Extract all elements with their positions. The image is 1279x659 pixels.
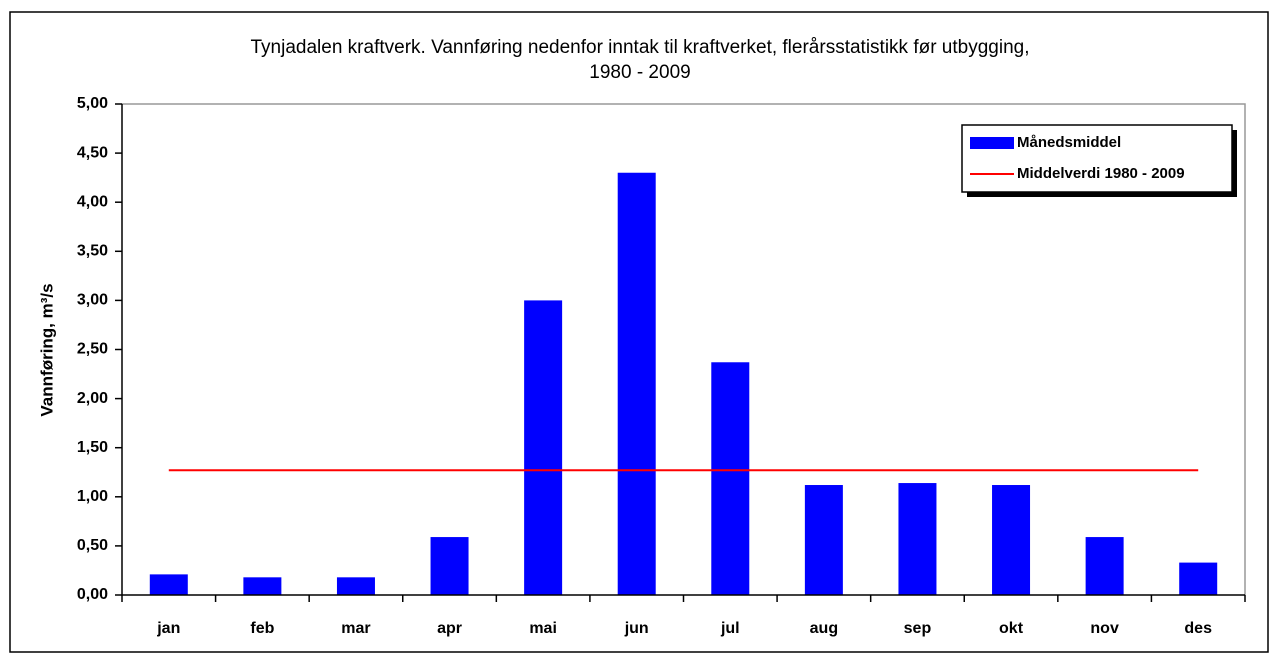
y-tick-label: 4,50	[77, 144, 108, 161]
x-tick-label: mar	[341, 620, 370, 637]
x-tick-label: nov	[1090, 620, 1119, 637]
y-tick-label: 4,00	[77, 193, 108, 210]
x-tick-label: okt	[999, 620, 1024, 637]
bar	[149, 574, 188, 595]
y-tick-label: 2,00	[77, 390, 108, 407]
y-tick-label: 0,50	[77, 537, 108, 554]
x-tick-label: aug	[810, 620, 838, 637]
bar	[804, 485, 843, 595]
x-tick-label: jan	[156, 620, 180, 637]
x-tick-label: mai	[529, 620, 557, 637]
bar	[1179, 562, 1218, 595]
chart-title: 1980 - 2009	[589, 62, 690, 83]
bar	[336, 577, 375, 595]
y-tick-label: 0,00	[77, 586, 108, 603]
bar	[243, 577, 282, 595]
x-tick-label: sep	[904, 620, 932, 637]
y-tick-label: 3,50	[77, 243, 108, 260]
x-tick-label: des	[1184, 620, 1212, 637]
x-tick-label: apr	[437, 620, 462, 637]
y-tick-label: 5,00	[77, 95, 108, 112]
plot-border	[122, 103, 1246, 595]
y-tick-label: 3,00	[77, 292, 108, 309]
bar	[711, 362, 750, 595]
y-tick-label: 1,50	[77, 439, 108, 456]
legend	[961, 124, 1233, 193]
x-tick-label: feb	[250, 620, 274, 637]
bar	[524, 300, 563, 595]
x-tick-label: jun	[624, 620, 649, 637]
legend-label: Middelverdi 1980 - 2009	[1017, 165, 1185, 182]
bar	[430, 537, 469, 595]
bar	[617, 172, 656, 596]
chart-title: Tynjadalen kraftverk. Vannføring nedenfo…	[251, 37, 1030, 58]
y-axis-label: Vannføring, m³/s	[37, 283, 56, 416]
y-tick-label: 2,50	[77, 341, 108, 358]
legend-swatch	[970, 137, 1014, 149]
bar	[898, 483, 937, 595]
y-tick-label: 1,00	[77, 488, 108, 505]
x-tick-label: jul	[720, 620, 740, 637]
bar	[992, 485, 1031, 595]
legend-label: Månedsmiddel	[1017, 134, 1121, 151]
bar	[1085, 537, 1124, 595]
